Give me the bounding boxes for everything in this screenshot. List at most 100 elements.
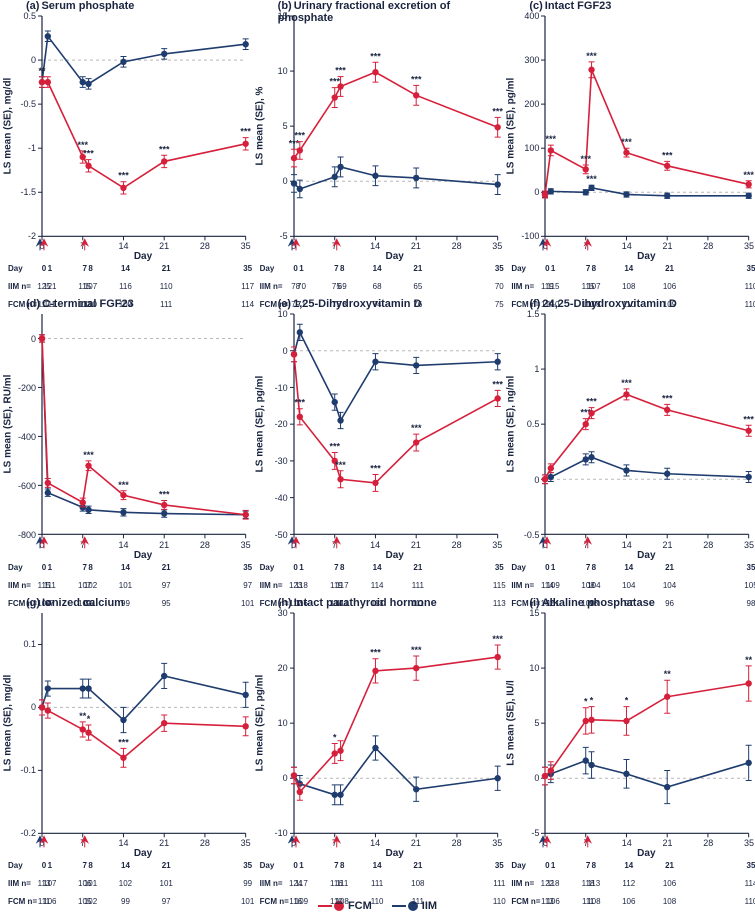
sig-marker: ** [745,655,753,665]
series-point-fcm [542,191,548,197]
series-point-fcm [372,667,378,673]
series-point-fcm [80,726,86,732]
figure-page: (a)Serum phosphateLS mean (SE), mg/dl-2-… [0,0,755,917]
sig-marker: *** [622,378,633,388]
series-point-iim [746,474,752,480]
sig-marker: *** [159,490,170,500]
sig-marker: * [625,695,629,705]
sig-marker: * [87,714,91,724]
series-point-fcm [85,729,91,735]
series-point-fcm [161,720,167,726]
series-point-iim [120,59,126,65]
series-line-fcm [42,707,246,757]
dose-arrow-fcm [293,239,299,250]
series-point-fcm [413,665,419,671]
sig-marker: *** [546,134,557,144]
panel-grid: (a)Serum phosphateLS mean (SE), mg/dl-2-… [0,0,755,917]
series-point-fcm [242,512,248,518]
plot-svg: ***************** [0,0,252,298]
series-point-fcm [548,465,554,471]
series-line-iim [294,333,498,421]
series-point-iim [120,509,126,515]
sig-marker: * [333,732,337,742]
series-point-fcm [494,396,500,402]
series-point-fcm [583,166,589,172]
plot-svg: ********************* [503,0,755,298]
series-line-iim [545,458,749,480]
series-point-fcm [664,407,670,413]
series-point-iim [664,784,670,790]
series-point-iim [589,185,595,191]
dose-arrow-fcm [585,836,591,847]
series-point-fcm [624,717,630,723]
series-point-iim [548,474,554,480]
series-point-fcm [372,480,378,486]
series-point-fcm [337,83,343,89]
series-point-iim [85,81,91,87]
n-table: Day0178142135IIM n=124117116111111108111… [260,861,294,906]
sig-marker: *** [294,131,305,141]
series-point-iim [290,180,296,186]
series-point-iim [80,79,86,85]
series-point-fcm [39,336,45,342]
series-point-iim [372,173,378,179]
plot-svg: ********** [252,597,504,895]
series-point-fcm [80,500,86,506]
series-point-fcm [583,421,589,427]
sig-marker: *** [492,106,503,116]
sig-marker: *** [370,464,381,474]
series-point-iim [296,186,302,192]
dose-arrow-fcm [41,538,47,549]
sig-marker: *** [335,66,346,76]
series-point-fcm [120,754,126,760]
series-line-iim [545,760,749,786]
sig-marker: *** [492,634,503,644]
sig-marker: * [584,696,588,706]
series-point-fcm [161,502,167,508]
dose-arrow-fcm [82,239,88,250]
dose-arrow-fcm [544,836,550,847]
series-point-iim [494,181,500,187]
series-point-fcm [242,141,248,147]
series-point-fcm [494,654,500,660]
series-point-iim [624,770,630,776]
series-point-fcm [542,476,548,482]
series-point-iim [120,716,126,722]
plot-svg: ******* [503,597,755,895]
sig-marker: *** [118,737,129,747]
plot-svg: ********* [0,298,252,596]
series-point-iim [494,359,500,365]
series-point-fcm [746,181,752,187]
series-point-fcm [372,69,378,75]
panel-d: (d)C-terminal FGF23LS mean (SE), RU/ml-8… [0,298,252,596]
series-point-fcm [664,693,670,699]
series-point-iim [413,363,419,369]
panel-i: (i)Alkaline phosphataseLS mean (SE), IU/… [503,597,755,895]
sig-marker: *** [83,149,94,159]
series-line-fcm [294,657,498,792]
series-point-fcm [296,414,302,420]
dose-arrow-fcm [333,836,339,847]
series-point-iim [624,191,630,197]
series-point-fcm [583,717,589,723]
series-line-fcm [294,355,498,484]
series-point-iim [664,193,670,199]
sig-marker: ** [664,669,672,679]
series-point-iim [242,691,248,697]
dose-arrow-fcm [41,239,47,250]
series-point-iim [331,399,337,405]
dose-arrow-fcm [333,239,339,250]
series-point-iim [85,507,91,513]
series-point-fcm [242,723,248,729]
sig-marker: *** [159,144,170,154]
sig-marker: *** [744,170,755,180]
panel-g: (g)Ionized calciumLS mean (SE), mg/dl-0.… [0,597,252,895]
sig-marker: *** [622,137,633,147]
series-point-iim [337,791,343,797]
series-line-iim [294,167,498,189]
dose-arrow-fcm [82,836,88,847]
series-point-fcm [542,773,548,779]
n-table: Day0178142135IIM n=122118118113112106114… [511,861,545,906]
panel-e: (e)1,25-Dihydroxyvitamin DLS mean (SE), … [252,298,504,596]
series-point-iim [161,672,167,678]
